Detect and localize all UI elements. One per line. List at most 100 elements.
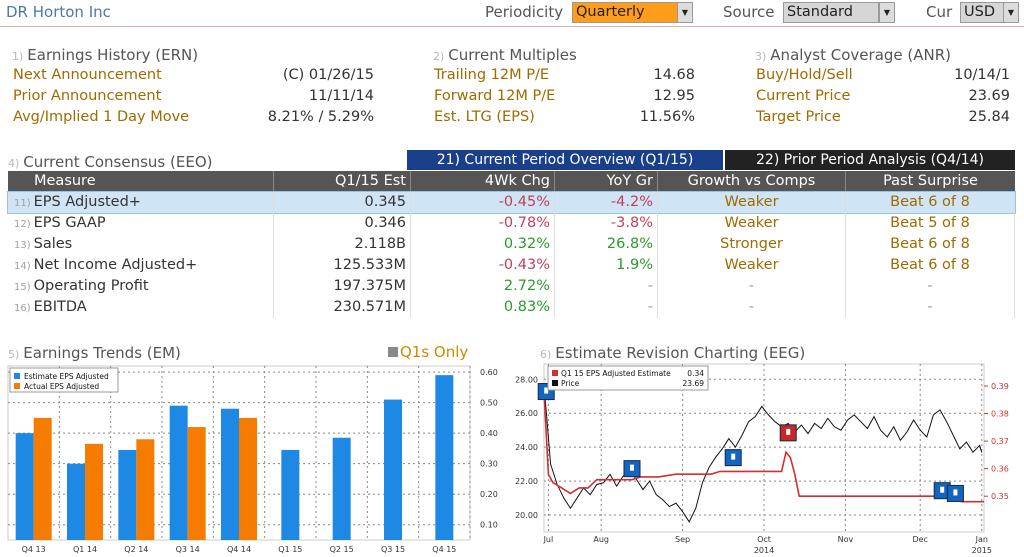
source-dropdown-arrow-icon[interactable]: ▼ <box>879 2 895 23</box>
header-yoy-gr[interactable]: YoY Gr <box>555 171 658 192</box>
table-row[interactable]: 11) EPS Adjusted+ 0.345 -0.45% -4.2% Weaker Be… <box>7 191 1016 214</box>
target-price-value: 25.84 <box>968 109 1010 125</box>
actual-bar <box>85 443 103 540</box>
tab-current-period-overview[interactable]: 21) Current Period Overview (Q1/15) <box>407 150 723 170</box>
legend-box <box>547 365 709 391</box>
section-title: Current Multiples <box>448 46 577 64</box>
current-consensus-heading[interactable]: 4) Current Consensus (EEO) <box>8 152 212 171</box>
legend-label-actual: Actual EPS Adjusted <box>24 382 99 391</box>
current-multiples-heading[interactable]: 2) Current Multiples <box>433 45 577 64</box>
section-title: Earnings History (ERN) <box>27 46 199 64</box>
next-announcement-value: (C) 01/26/15 <box>282 67 374 83</box>
legend-label-estimate: Estimate EPS Adjusted <box>24 372 109 381</box>
section-number: 6) <box>540 348 552 361</box>
left-y-tick-label: 24.00 <box>515 443 538 452</box>
source-select[interactable]: Standard <box>783 2 879 23</box>
tab-prior-period-analysis[interactable]: 22) Prior Period Analysis (Q4/14) <box>725 150 1015 170</box>
measure-label: Sales <box>33 236 73 252</box>
analyst-coverage-heading[interactable]: 3) Analyst Coverage (ANR) <box>755 45 951 64</box>
legend-box <box>9 367 119 393</box>
header-measure[interactable]: Measure <box>8 171 274 192</box>
right-y-tick-label: 0.39 <box>991 382 1009 391</box>
legend-value-estimate: 0.34 <box>687 369 704 378</box>
comps-cell: Weaker <box>658 213 846 234</box>
left-y-tick-label: 20.00 <box>515 511 538 520</box>
comps-cell: - <box>658 276 846 297</box>
y-tick-label: 0.40 <box>480 429 498 438</box>
periodicity-select[interactable]: Quarterly <box>572 2 678 23</box>
left-y-tick-label: 26.00 <box>515 409 538 418</box>
estimate-bar <box>281 449 300 540</box>
chg-cell: 2.72% <box>411 276 555 297</box>
est-cell: 125.533M <box>274 255 411 276</box>
currency-select[interactable]: USD <box>960 2 1004 23</box>
surprise-cell: Beat 6 of 8 <box>846 234 1015 255</box>
x-year-label: 2014 <box>754 546 774 555</box>
estimate-bar <box>332 437 351 540</box>
legend-swatch-price <box>552 380 558 386</box>
chg-cell: -0.78% <box>411 213 555 234</box>
measure-cell: 11) EPS Adjusted+ <box>8 192 274 213</box>
earnings-trends-bar-chart: 0.10 0.20 0.30 0.40 0.50 0.60 Q4 13 Q1 14 Q2 14 Q… <box>7 365 498 554</box>
legend-value-price: 23.69 <box>683 379 705 388</box>
table-row[interactable]: 13) Sales 2.118B 0.32% 26.8% Stronger Beat 6 o… <box>8 234 1015 255</box>
row-number: 14) <box>14 261 31 272</box>
x-tick-label: Q3 15 <box>381 545 405 554</box>
x-tick-label: Q2 15 <box>330 545 354 554</box>
top-bar <box>0 0 1024 27</box>
x-month-label: Dec <box>912 535 927 544</box>
row-number: 11) <box>14 198 31 209</box>
est-cell: 230.571M <box>274 297 411 318</box>
forward-pe-value: 12.95 <box>653 88 695 104</box>
table-row[interactable]: 15) Operating Profit 197.375M 2.72% - - - <box>8 276 1015 297</box>
table-row[interactable]: 16) EBITDA 230.571M 0.83% - - - <box>8 297 1015 318</box>
section-number: 5) <box>8 348 20 361</box>
prior-announcement-value: 11/11/14 <box>308 88 374 104</box>
source-label: Source <box>723 3 775 21</box>
x-tick-label: Q2 14 <box>124 545 148 554</box>
surprise-cell: Beat 5 of 8 <box>846 213 1015 234</box>
x-month-label: Sep <box>675 535 690 544</box>
surprise-cell: - <box>846 276 1015 297</box>
q1s-only-label: Q1s Only <box>400 343 469 361</box>
header-est[interactable]: Q1/15 Est <box>274 171 411 192</box>
table-row[interactable]: 12) EPS GAAP 0.346 -0.78% -3.8% Weaker Beat 5 … <box>8 213 1015 234</box>
header-4wk-chg[interactable]: 4Wk Chg <box>411 171 555 192</box>
revision-marker-glyph <box>630 464 634 471</box>
x-month-label: Oct <box>757 535 771 544</box>
estimate-bar <box>118 449 137 540</box>
company-name: DR Horton Inc <box>6 3 111 21</box>
surprise-cell: Beat 6 of 8 <box>846 192 1015 213</box>
x-year-label: 2015 <box>972 546 992 555</box>
comps-cell: Stronger <box>658 234 846 255</box>
header-growth-vs-comps[interactable]: Growth vs Comps <box>658 171 846 192</box>
estimate-bar <box>221 408 239 540</box>
surprise-cell: - <box>846 297 1015 318</box>
prior-announcement-label: Prior Announcement <box>13 88 162 104</box>
actual-bar <box>239 417 257 540</box>
estimate-revision-heading[interactable]: 6) Estimate Revision Charting (EEG) <box>540 343 805 362</box>
right-y-tick-label: 0.38 <box>991 410 1009 419</box>
actual-bar <box>33 417 52 540</box>
yoy-cell: -3.8% <box>555 213 658 234</box>
currency-dropdown-arrow-icon[interactable]: ▼ <box>1003 2 1019 23</box>
trailing-pe-value: 14.68 <box>653 67 695 83</box>
y-tick-label: 0.60 <box>480 368 498 377</box>
right-y-tick-label: 0.35 <box>991 492 1009 501</box>
estimate-bar <box>435 375 454 540</box>
earnings-history-heading[interactable]: 1) Earnings History (ERN) <box>12 45 198 64</box>
forward-pe-label: Forward 12M P/E <box>434 88 556 104</box>
earnings-trends-heading[interactable]: 5) Earnings Trends (EM) <box>8 343 181 362</box>
surprise-cell: Beat 6 of 8 <box>846 255 1015 276</box>
table-row[interactable]: 14) Net Income Adjusted+ 125.533M -0.43% 1.9… <box>8 255 1015 276</box>
x-tick-label: Q4 14 <box>227 545 251 554</box>
right-y-tick-label: 0.36 <box>991 465 1009 474</box>
x-tick-label: Q4 13 <box>22 545 46 554</box>
x-tick-label: Q4 15 <box>432 545 456 554</box>
target-price-label: Target Price <box>756 109 841 125</box>
avg-implied-move-value: 8.21% / 5.29% <box>267 109 374 125</box>
yoy-cell: - <box>555 276 658 297</box>
header-past-surprise[interactable]: Past Surprise <box>846 171 1015 192</box>
q1s-only-toggle[interactable]: Q1s Only <box>388 343 468 361</box>
periodicity-dropdown-arrow-icon[interactable]: ▼ <box>677 2 693 23</box>
